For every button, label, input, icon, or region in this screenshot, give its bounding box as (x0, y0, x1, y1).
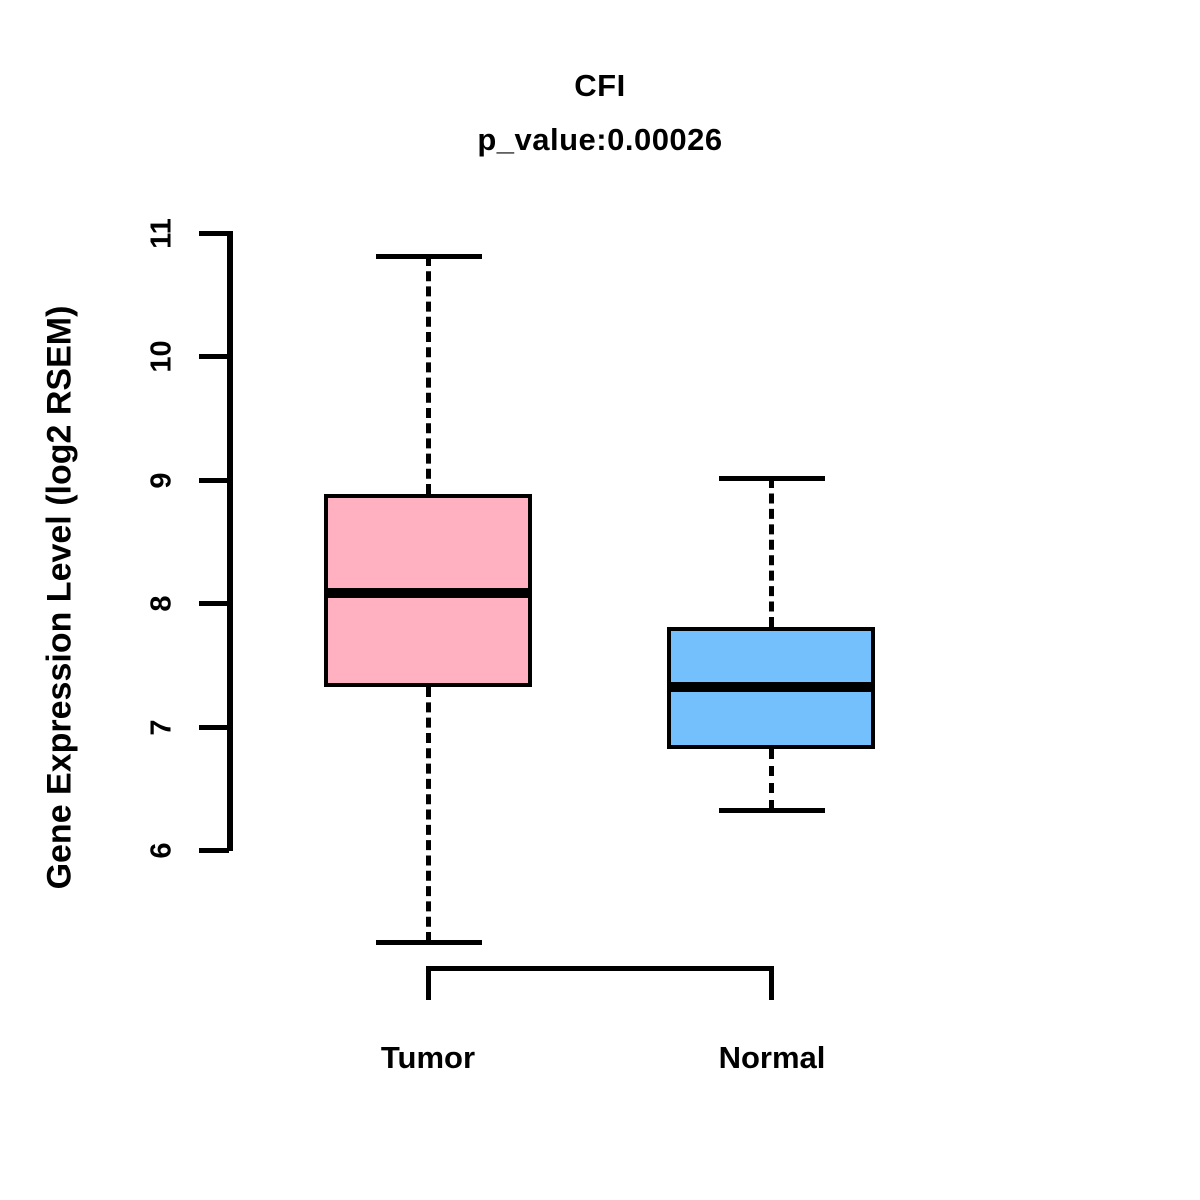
y-tick-label-9: 9 (145, 472, 178, 489)
tumor-whisker-cap-lower (376, 940, 482, 945)
y-tick-10 (199, 354, 229, 359)
normal-whisker-cap-upper (719, 476, 825, 481)
chart-subtitle-pvalue: p_value:0.00026 (477, 122, 723, 157)
x-label-normal: Normal (718, 1040, 826, 1075)
tumor-whisker-upper (426, 256, 431, 494)
y-tick-label-7: 7 (145, 719, 178, 736)
tumor-whisker-lower (426, 687, 431, 942)
y-tick-label-11: 11 (145, 218, 178, 249)
chart-title: CFI (574, 68, 626, 103)
y-tick-7 (199, 725, 229, 730)
normal-median-line (667, 682, 875, 692)
y-tick-6 (199, 848, 229, 853)
y-tick-label-8: 8 (145, 595, 178, 612)
y-tick-8 (199, 601, 229, 606)
y-tick-label-6: 6 (145, 842, 178, 859)
comparison-bracket-top (426, 966, 774, 971)
comparison-bracket-leg-left (426, 966, 431, 1000)
y-axis-spine (227, 231, 233, 851)
x-label-tumor: Tumor (380, 1040, 476, 1075)
tumor-median-line (324, 588, 532, 598)
tumor-whisker-cap-upper (376, 254, 482, 259)
y-tick-11 (199, 231, 229, 236)
y-tick-9 (199, 478, 229, 483)
normal-whisker-lower (769, 749, 774, 810)
normal-whisker-cap-lower (719, 808, 825, 813)
y-axis-label: Gene Expression Level (log2 RSEM) (40, 305, 79, 890)
y-tick-label-10: 10 (145, 340, 178, 373)
comparison-bracket-leg-right (769, 966, 774, 1000)
normal-whisker-upper (769, 478, 774, 627)
